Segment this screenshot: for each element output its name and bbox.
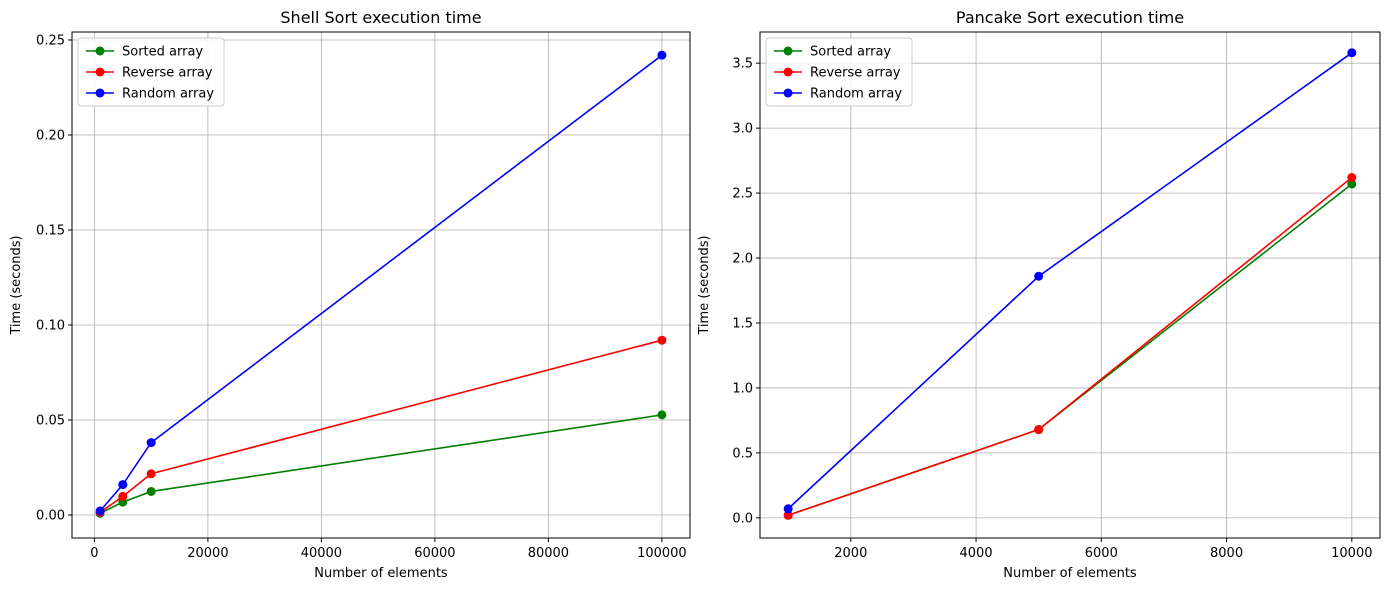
data-point-reverse-array	[1034, 425, 1044, 435]
legend: Sorted array Reverse array Random array	[77, 37, 225, 107]
chart-title: Pancake Sort execution time	[956, 8, 1184, 27]
data-point-sorted-array	[657, 410, 667, 420]
chart-panel-2: 2000 4000 6000 8000 10000 0.0 0.5 1.0 1.5 2.0 2.5 3…	[697, 8, 1381, 581]
legend-label-sorted-array: Sorted array	[810, 45, 891, 60]
y-tick-label: 0.00	[36, 509, 65, 524]
plot-area	[72, 32, 690, 538]
series-line-reverse-array	[99, 339, 663, 514]
data-point-sorted-array	[146, 486, 156, 496]
x-tick-label: 80000	[528, 546, 569, 561]
data-point-reverse-array	[1347, 172, 1357, 182]
y-tick-label: 0.5	[732, 446, 753, 461]
legend-marker-sorted-array	[95, 46, 105, 56]
y-tick-label: 0.20	[36, 128, 65, 143]
legend-label-reverse-array: Reverse array	[122, 66, 213, 81]
data-point-random-array	[1034, 271, 1044, 281]
y-tick-label: 0.25	[36, 33, 65, 48]
x-tick-label: 20000	[187, 546, 228, 561]
legend-label-random-array: Random array	[810, 87, 902, 102]
x-tick-label: 2000	[834, 546, 867, 561]
chart-panel-1: 0 20000 40000 60000 80000 100000 0.00 0.05 0.10 0…	[9, 8, 691, 581]
x-tick-label: 40000	[301, 546, 342, 561]
data-point-random-array	[146, 438, 156, 448]
x-axis-label: Number of elements	[314, 566, 448, 581]
y-tick-label: 0.15	[36, 223, 65, 238]
y-tick-label: 0.0	[732, 511, 753, 526]
plot-area	[760, 32, 1380, 538]
data-point-random-array	[95, 506, 105, 516]
x-tick-label: 0	[90, 546, 98, 561]
data-point-random-array	[1347, 48, 1357, 58]
legend-marker-random-array	[783, 88, 793, 98]
legend-box	[765, 37, 913, 107]
x-tick-label: 8000	[1210, 546, 1243, 561]
legend: Sorted array Reverse array Random array	[765, 37, 913, 107]
data-point-reverse-array	[783, 510, 793, 520]
data-point-random-array	[783, 504, 793, 514]
data-point-random-array	[657, 50, 667, 60]
data-point-reverse-array	[118, 491, 128, 501]
chart-title: Shell Sort execution time	[280, 8, 481, 27]
data-point-reverse-array	[146, 469, 156, 479]
y-tick-label: 2.0	[732, 252, 753, 267]
legend-marker-sorted-array	[783, 46, 793, 56]
x-tick-label: 60000	[414, 546, 455, 561]
legend-box	[77, 37, 225, 107]
data-point-sorted-array	[1347, 179, 1357, 189]
data-point-random-array	[118, 480, 128, 490]
x-axis-label: Number of elements	[1003, 566, 1137, 581]
y-tick-label: 0.10	[36, 318, 65, 333]
legend-label-random-array: Random array	[122, 87, 214, 102]
y-tick-label: 1.5	[732, 316, 753, 331]
legend-marker-random-array	[95, 88, 105, 98]
series-line-random-array	[99, 54, 663, 512]
x-tick-label: 100000	[637, 546, 687, 561]
y-axis-label: Time (seconds)	[697, 235, 712, 335]
y-tick-label: 3.0	[732, 122, 753, 137]
legend-marker-reverse-array	[95, 67, 105, 77]
x-tick-label: 4000	[960, 546, 993, 561]
y-tick-label: 0.05	[36, 414, 65, 429]
y-tick-label: 2.5	[732, 187, 753, 202]
axes-frame	[71, 31, 691, 539]
y-tick-label: 1.0	[732, 381, 753, 396]
legend-label-reverse-array: Reverse array	[810, 66, 901, 81]
series-line-sorted-array	[99, 414, 663, 515]
axes-frame	[759, 31, 1381, 539]
x-tick-label: 6000	[1085, 546, 1118, 561]
y-tick-label: 3.5	[732, 57, 753, 72]
y-axis-label: Time (seconds)	[9, 235, 24, 335]
x-tick-label: 10000	[1331, 546, 1372, 561]
legend-marker-reverse-array	[783, 67, 793, 77]
legend-label-sorted-array: Sorted array	[122, 45, 203, 60]
data-point-reverse-array	[657, 335, 667, 345]
